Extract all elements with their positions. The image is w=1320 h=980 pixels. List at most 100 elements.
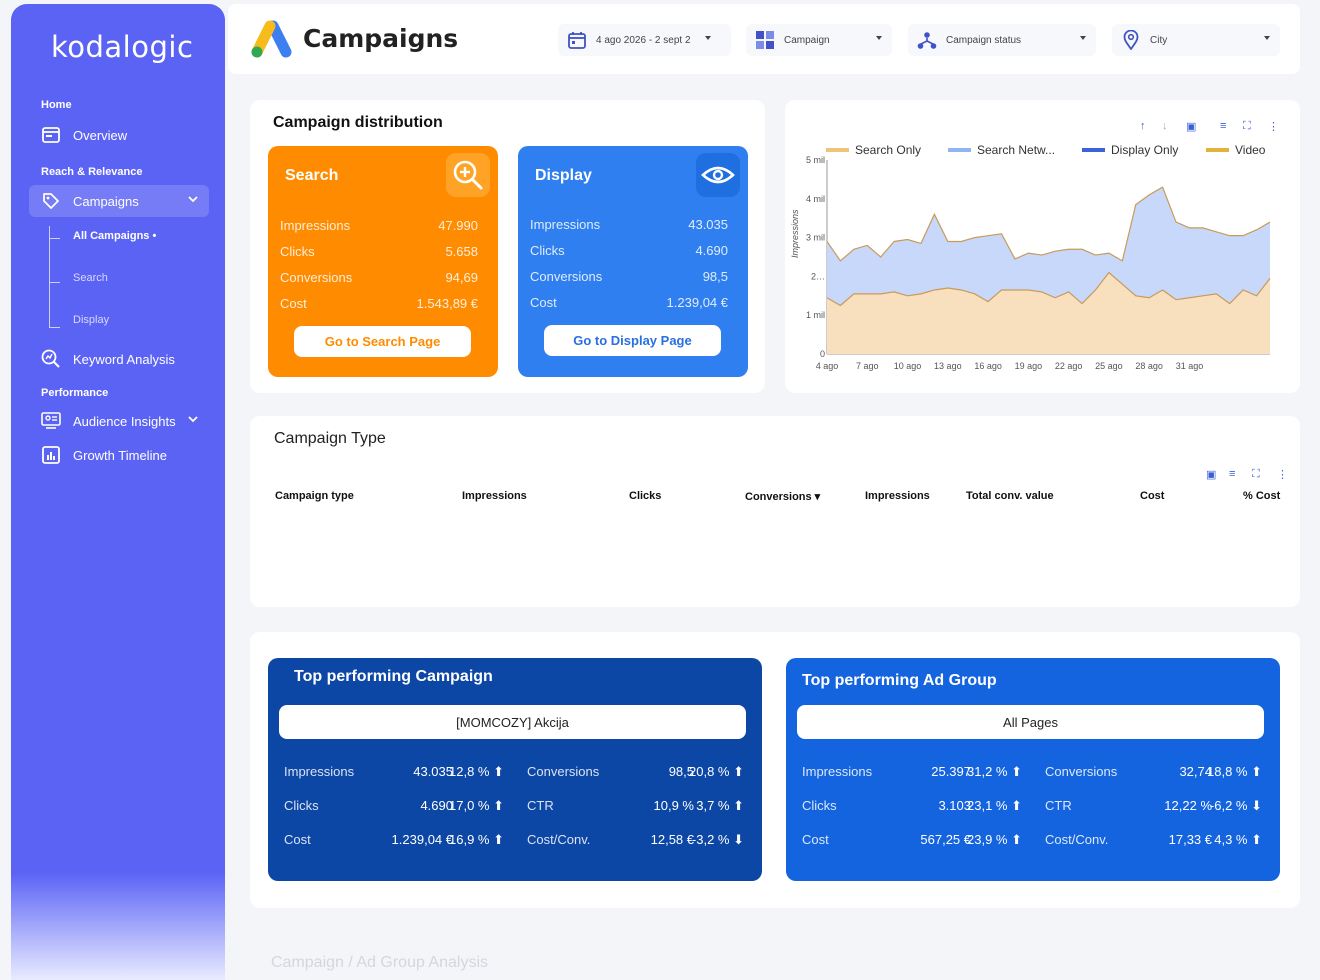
- metric-change: 16,9 % ⬆: [449, 832, 504, 847]
- metric-value: 47.990: [438, 218, 478, 233]
- top-adgroup-title: Top performing Ad Group: [802, 672, 997, 689]
- column-header[interactable]: Cost: [1140, 490, 1165, 502]
- filter-icon[interactable]: ≡: [1229, 468, 1236, 480]
- column-header[interactable]: Campaign type: [275, 490, 354, 502]
- next-section-title: Campaign / Ad Group Analysis: [271, 954, 489, 971]
- legend-label: Search Only: [855, 143, 922, 157]
- fullscreen-icon[interactable]: ⛶: [1252, 468, 1260, 480]
- metric-label: Cost: [802, 832, 829, 847]
- distribution-title: Campaign distribution: [273, 114, 443, 131]
- series-line-search-only: [826, 271, 1271, 307]
- sidebar-subitem-display[interactable]: Display: [73, 314, 110, 326]
- city-filter-label: City: [1150, 34, 1168, 46]
- metric-label: Clicks: [802, 798, 837, 813]
- x-tick-label: 31 ago: [1176, 361, 1204, 371]
- network-icon: [916, 29, 938, 51]
- column-header[interactable]: % Cost: [1243, 490, 1281, 502]
- column-header[interactable]: Clicks: [629, 490, 662, 502]
- metric-change: 4,3 % ⬆: [1214, 832, 1262, 847]
- page-title: Campaigns: [303, 24, 459, 53]
- chevron-down-icon: [187, 413, 199, 428]
- series-line-search-network: [826, 186, 1271, 262]
- sidebar-item-campaigns[interactable]: Campaigns: [29, 185, 209, 217]
- zoom-in-icon: [446, 153, 490, 197]
- sidebar-item-keyword-analysis[interactable]: Keyword Analysis: [29, 343, 209, 375]
- sidebar-subitem-search[interactable]: Search: [73, 272, 108, 284]
- sidebar-item-label: Keyword Analysis: [73, 351, 175, 367]
- campaign-filter-label: Campaign: [784, 34, 830, 46]
- metric-label: Impressions: [280, 218, 351, 233]
- sidebar-item-audience-insights[interactable]: Audience Insights: [29, 405, 209, 437]
- sidebar-subitem-all-campaigns[interactable]: All Campaigns •: [73, 230, 157, 242]
- go-to-search-page-button[interactable]: Go to Search Page: [294, 326, 471, 357]
- metric-value: 1.543,89 €: [416, 296, 478, 311]
- sidebar: kodalogic Home Overview Reach & Relevanc…: [11, 4, 225, 980]
- search-metric-row: Conversions 94,69: [280, 270, 478, 285]
- sort-descending-icon[interactable]: ↓: [1162, 120, 1168, 132]
- metric-label: CTR: [1045, 798, 1072, 813]
- sidebar-item-overview[interactable]: Overview: [29, 119, 209, 151]
- x-tick-label: 25 ago: [1095, 361, 1123, 371]
- calendar-icon: [566, 29, 588, 51]
- column-header[interactable]: Conversions ▾: [745, 491, 821, 503]
- metric-change: 3,7 % ⬆: [696, 798, 744, 813]
- fullscreen-icon[interactable]: ⛶: [1243, 120, 1251, 132]
- google-ads-logo: [248, 20, 292, 65]
- sidebar-item-label: Audience Insights: [73, 413, 176, 429]
- top-adgroup-name: All Pages: [797, 705, 1264, 739]
- y-tick-label: 1 mil: [806, 310, 825, 320]
- city-filter[interactable]: City: [1112, 24, 1280, 56]
- legend-item: Search Only: [826, 143, 921, 157]
- metric-value: 43.035: [413, 764, 453, 779]
- campaign-status-filter[interactable]: Campaign status: [908, 24, 1096, 56]
- export-table-icon[interactable]: ▣: [1206, 469, 1217, 481]
- x-tick-label: 4 ago: [816, 361, 839, 371]
- filter-icon[interactable]: ≡: [1220, 120, 1227, 132]
- campaign-type-panel: [250, 416, 1300, 607]
- metric-value: 94,69: [445, 270, 478, 285]
- sidebar-item-label: Overview: [73, 127, 128, 143]
- metric-value: 3.103: [938, 798, 971, 813]
- more-options-icon[interactable]: ⋮: [1268, 121, 1279, 133]
- sidebar-item-growth-timeline[interactable]: Growth Timeline: [29, 439, 209, 471]
- metric-label: Cost/Conv.: [527, 832, 591, 847]
- legend-item: Search Netw...: [948, 143, 1055, 157]
- export-chart-icon[interactable]: ▣: [1186, 121, 1197, 133]
- column-header[interactable]: Impressions: [865, 490, 930, 502]
- more-options-icon[interactable]: ⋮: [1277, 469, 1288, 481]
- date-range-filter[interactable]: 4 ago 2026 - 2 sept 2: [558, 24, 731, 56]
- campaign-filter[interactable]: Campaign: [746, 24, 892, 56]
- display-metric-row: Conversions 98,5: [530, 269, 728, 284]
- display-card: Display Impressions 43.035 Clicks 4.690 Co…: [518, 146, 748, 377]
- metric-value: 12,22 %: [1164, 798, 1212, 813]
- metric-value: 98,5: [702, 269, 728, 284]
- metric-change: 31,2 % ⬆: [967, 764, 1022, 779]
- metric-label: Clicks: [530, 243, 565, 258]
- metric-value: 567,25 €: [920, 832, 971, 847]
- campaign-type-title: Campaign Type: [274, 430, 386, 447]
- go-to-display-page-button[interactable]: Go to Display Page: [544, 325, 721, 356]
- metric-value: 1.239,04 €: [391, 832, 453, 847]
- metric-label: Cost: [284, 832, 311, 847]
- search-metric-row: Clicks 5.658: [280, 244, 478, 259]
- metric-value: 1.239,04 €: [666, 295, 728, 310]
- sort-ascending-icon[interactable]: ↑: [1140, 120, 1146, 132]
- metric-label: Impressions: [284, 764, 355, 779]
- top-campaign-title: Top performing Campaign: [294, 668, 493, 685]
- metric-label: Impressions: [530, 217, 601, 232]
- impressions-area-chart: 0 1 mil 2… 3 mil 4 mil 5 mil 4 ago 7 ago 10 ago 1…: [806, 155, 1271, 371]
- legend-label: Search Netw...: [977, 143, 1056, 157]
- metric-label: Impressions: [802, 764, 873, 779]
- metric-label: CTR: [527, 798, 554, 813]
- x-tick-label: 7 ago: [856, 361, 879, 371]
- dropdown-arrow-icon: [1264, 36, 1270, 40]
- sidebar-item-label: Growth Timeline: [73, 447, 167, 463]
- legend-swatch: [826, 148, 849, 152]
- column-header[interactable]: Impressions: [462, 490, 527, 502]
- metric-label: Cost: [280, 296, 307, 311]
- metric-change: 12,8 % ⬆: [449, 764, 504, 779]
- metric-label: Conversions: [1045, 764, 1118, 779]
- metric-value: 4.690: [420, 798, 453, 813]
- column-header[interactable]: Total conv. value: [966, 490, 1054, 502]
- x-tick-label: 19 ago: [1015, 361, 1043, 371]
